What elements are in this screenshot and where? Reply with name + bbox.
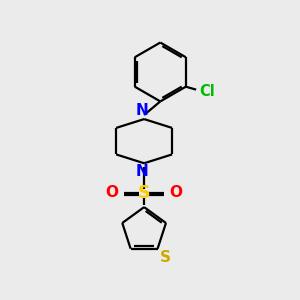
Text: S: S — [138, 184, 150, 202]
Text: N: N — [135, 103, 148, 118]
Text: N: N — [135, 164, 148, 179]
Text: S: S — [160, 250, 171, 265]
Text: O: O — [106, 185, 118, 200]
Text: O: O — [170, 185, 183, 200]
Text: Cl: Cl — [199, 84, 215, 99]
